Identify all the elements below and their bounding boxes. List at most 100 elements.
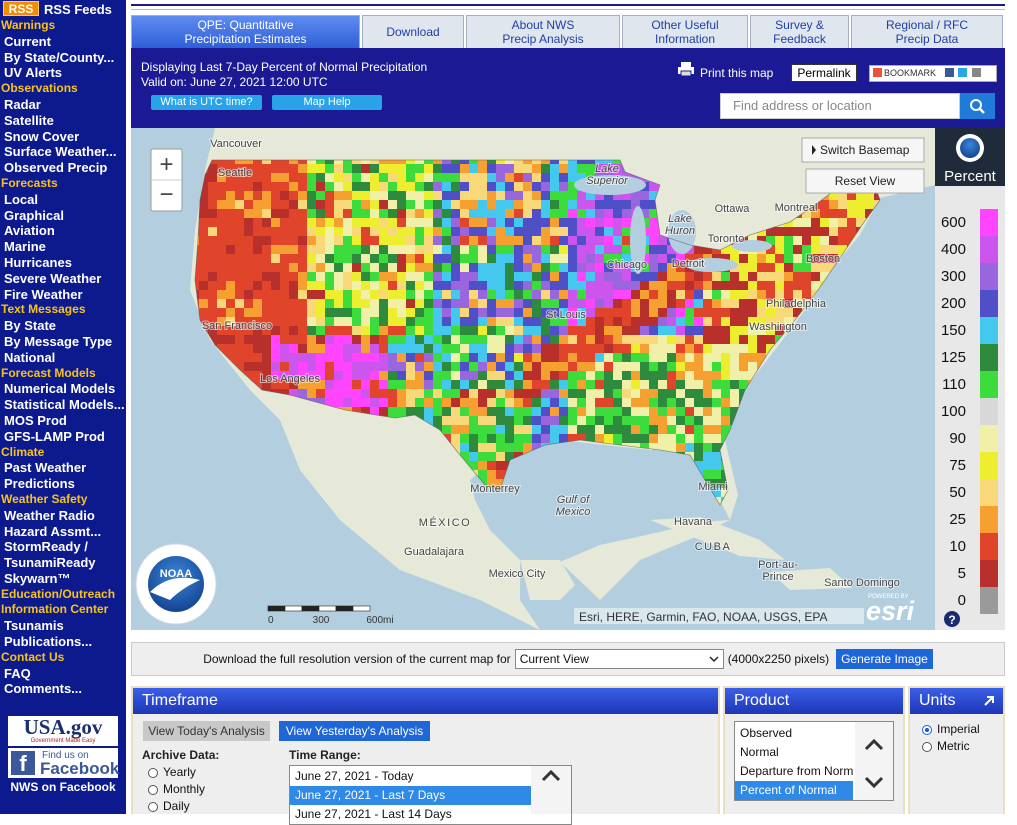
- radio-button[interactable]: [148, 784, 158, 795]
- nav-link[interactable]: Past Weather: [4, 460, 87, 476]
- nav-tab[interactable]: About NWS Precip Analysis: [466, 15, 620, 48]
- nav-link[interactable]: Numerical Models: [4, 381, 116, 397]
- nav-link[interactable]: FAQ: [4, 665, 31, 681]
- nav-link[interactable]: Weather Radio: [4, 507, 95, 523]
- radio-button[interactable]: [148, 767, 158, 778]
- scroll-up[interactable]: [864, 738, 884, 751]
- nav-link[interactable]: Severe Weather: [4, 270, 102, 286]
- reset-button[interactable]: [805, 168, 925, 194]
- nav-link[interactable]: By State: [4, 318, 57, 334]
- list-option[interactable]: Departure from Normal: [740, 764, 853, 778]
- radio-button[interactable]: [922, 741, 932, 752]
- nav-link[interactable]: Statistical Models...: [4, 397, 125, 413]
- nav-link[interactable]: Current: [4, 33, 51, 49]
- scroll-arrows[interactable]: [855, 722, 893, 800]
- nav-tab[interactable]: Other Useful Information: [622, 15, 748, 48]
- nav-link[interactable]: Fire Weather: [4, 286, 83, 302]
- nav-tab[interactable]: Download: [362, 15, 464, 48]
- radio-option[interactable]: Monthly: [148, 781, 205, 798]
- permalink-button[interactable]: Permalink: [791, 64, 857, 82]
- nav-link[interactable]: Tsunamis: [4, 618, 64, 634]
- nav-link[interactable]: Surface Weather...: [4, 144, 117, 160]
- radio-option[interactable]: Metric: [922, 738, 980, 755]
- nav-link[interactable]: Aviation: [4, 223, 55, 239]
- nav-section-title[interactable]: Forecast Models: [1, 365, 96, 380]
- nav-link[interactable]: Hazard Assmt...: [4, 523, 102, 539]
- rss-badge[interactable]: RSS: [3, 1, 39, 16]
- utc-button[interactable]: What is UTC time?: [151, 95, 262, 110]
- nav-link[interactable]: Predictions: [4, 476, 75, 492]
- list-option[interactable]: June 27, 2021 - Last 7 Days: [290, 786, 531, 805]
- list-option[interactable]: June 27, 2021 - Last 14 Days: [295, 807, 452, 821]
- nav-tab[interactable]: Regional / RFC Precip Data: [851, 15, 1003, 48]
- search-button[interactable]: [960, 93, 995, 119]
- rss-link[interactable]: RSS Feeds: [44, 2, 112, 17]
- print-icon[interactable]: [677, 61, 695, 77]
- scroll-arrows[interactable]: [531, 766, 571, 814]
- nav-link[interactable]: By State/County...: [4, 49, 115, 65]
- nav-tab[interactable]: QPE: Quantitative Precipitation Estimates: [131, 15, 360, 48]
- precip-cell: [712, 362, 722, 372]
- today-button[interactable]: View Today's Analysis: [143, 721, 270, 741]
- zoom-out[interactable]: −: [159, 181, 173, 208]
- nav-link[interactable]: Comments...: [4, 681, 83, 697]
- help-text[interactable]: ?: [948, 613, 955, 627]
- list-option[interactable]: Observed: [740, 726, 793, 740]
- nav-link[interactable]: GFS-LAMP Prod: [4, 428, 105, 444]
- expand-icon[interactable]: [983, 695, 995, 707]
- nav-section-title[interactable]: Weather Safety: [1, 491, 88, 506]
- scroll-up[interactable]: [541, 769, 561, 782]
- nav-section-title[interactable]: Warnings: [1, 18, 56, 32]
- nav-link[interactable]: MOS Prod: [4, 412, 67, 428]
- generate-button[interactable]: Generate Image: [836, 649, 933, 669]
- help-button[interactable]: Map Help: [272, 95, 382, 110]
- nav-section-title[interactable]: Forecasts: [1, 175, 58, 190]
- radio-option[interactable]: Daily: [148, 798, 205, 815]
- nav-section-title[interactable]: Climate: [1, 444, 45, 459]
- precip-cell: [460, 200, 470, 210]
- nav-link[interactable]: Graphical: [4, 207, 64, 223]
- range-list[interactable]: June 27, 2021 - Today June 27, 2021 - Las…: [289, 765, 572, 825]
- basemap-button[interactable]: [801, 137, 925, 163]
- nav-link[interactable]: Satellite: [4, 112, 54, 128]
- yesterday-button[interactable]: View Yesterday's Analysis: [279, 721, 430, 741]
- nav-section-title[interactable]: Text Messages: [1, 302, 86, 317]
- nav-link[interactable]: StormReady / TsunamiReady: [4, 539, 96, 571]
- nav-link[interactable]: Publications...: [4, 634, 93, 650]
- bookmark-button[interactable]: BOOKMARK: [869, 65, 997, 82]
- nav-section-title[interactable]: Contact Us: [1, 649, 65, 664]
- nav-link[interactable]: National: [4, 349, 56, 365]
- nav-link[interactable]: Skywarn™: [4, 570, 71, 586]
- list-option[interactable]: Percent of Normal: [735, 781, 853, 800]
- reset-label[interactable]: Reset View: [835, 174, 896, 188]
- radio-option[interactable]: Imperial: [922, 721, 980, 738]
- nav-section-title[interactable]: Observations: [1, 81, 78, 96]
- nav-section-title[interactable]: Information Center: [1, 602, 109, 617]
- print-link[interactable]: Print this map: [700, 66, 774, 80]
- nav-link[interactable]: Local: [4, 191, 38, 207]
- nav-link[interactable]: UV Alerts: [4, 65, 63, 81]
- nav-link[interactable]: By Message Type: [4, 333, 113, 349]
- help-icon[interactable]: [944, 611, 960, 627]
- search-input[interactable]: Find address or location: [720, 93, 960, 119]
- nav-link[interactable]: Hurricanes: [4, 254, 72, 270]
- nav-tab[interactable]: Survey & Feedback: [750, 15, 849, 48]
- facebook-badge[interactable]: f Find us on Facebook: [8, 748, 119, 778]
- radio-button[interactable]: [922, 724, 932, 735]
- radio-button[interactable]: [148, 801, 158, 812]
- radio-option[interactable]: Yearly: [148, 764, 205, 781]
- nav-link[interactable]: Observed Precip: [4, 160, 108, 176]
- list-option[interactable]: Normal: [740, 745, 779, 759]
- nav-link[interactable]: Radar: [4, 96, 41, 112]
- download-select[interactable]: Current View: [514, 649, 724, 669]
- list-option[interactable]: June 27, 2021 - Today: [295, 769, 414, 783]
- scroll-down[interactable]: [864, 776, 884, 789]
- basemap-label[interactable]: Switch Basemap: [820, 143, 910, 157]
- nav-link[interactable]: Marine: [4, 239, 46, 255]
- facebook-caption[interactable]: NWS on Facebook: [10, 780, 116, 794]
- usa-gov-badge[interactable]: USA.gov Government Made Easy: [8, 716, 118, 746]
- nav-section-title[interactable]: Education/Outreach: [1, 586, 116, 601]
- zoom-in[interactable]: +: [159, 151, 173, 178]
- nav-link[interactable]: Snow Cover: [4, 128, 80, 144]
